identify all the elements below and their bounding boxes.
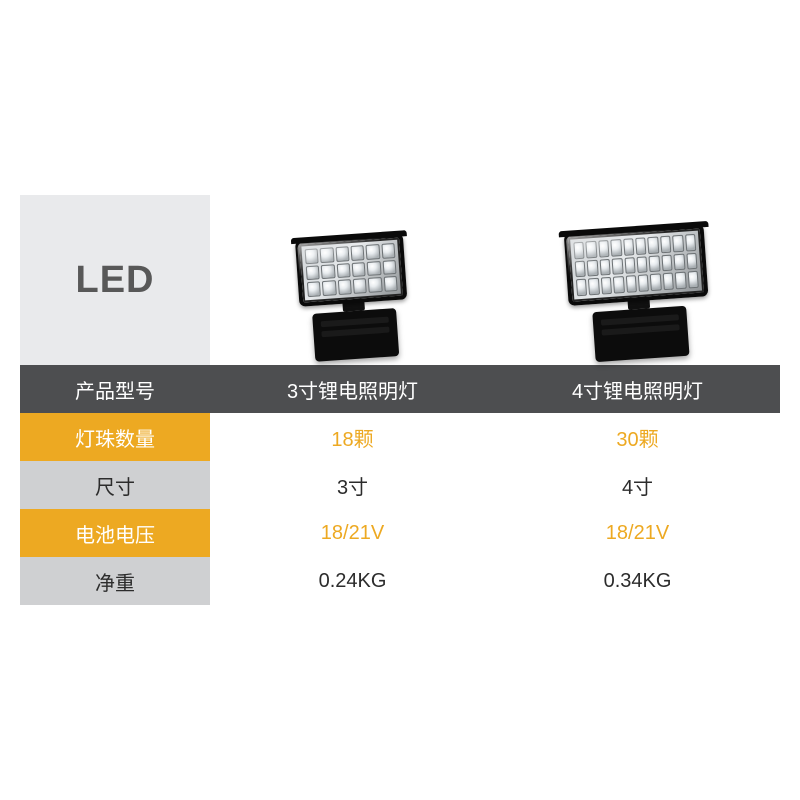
value-ledcount-4: 30颗 (495, 413, 780, 461)
value-ledcount-3: 18颗 (210, 413, 495, 461)
value-voltage-3: 18/21V (210, 509, 495, 557)
product-image-3inch (210, 195, 495, 365)
row-size: 尺寸 3寸 4寸 (20, 461, 780, 509)
label-voltage: 电池电压 (20, 509, 210, 557)
header-row: LED (20, 195, 780, 365)
label-size: 尺寸 (20, 461, 210, 509)
lamp-3-head (294, 233, 406, 306)
header-label-cell: LED (20, 195, 210, 365)
product-image-4inch (495, 195, 780, 365)
title-led: LED (76, 259, 155, 302)
row-model: 产品型号 3寸锂电照明灯 4寸锂电照明灯 (20, 365, 780, 413)
row-weight: 净重 0.24KG 0.34KG (20, 557, 780, 605)
label-ledcount: 灯珠数量 (20, 413, 210, 461)
value-size-4: 4寸 (495, 461, 780, 509)
value-weight-3: 0.24KG (210, 557, 495, 605)
value-weight-4: 0.34KG (495, 557, 780, 605)
lamp-4-illustration (558, 221, 717, 364)
value-voltage-4: 18/21V (495, 509, 780, 557)
row-ledcount: 灯珠数量 18颗 30颗 (20, 413, 780, 461)
lamp-4-head (563, 224, 708, 306)
value-size-3: 3寸 (210, 461, 495, 509)
spec-table: LED 产品型号 3寸锂电照明灯 4寸锂电照明灯 灯珠数量 18颗 30颗 (20, 195, 780, 605)
label-weight: 净重 (20, 557, 210, 605)
value-model-4: 4寸锂电照明灯 (495, 365, 780, 413)
row-voltage: 电池电压 18/21V 18/21V (20, 509, 780, 557)
value-model-3: 3寸锂电照明灯 (210, 365, 495, 413)
label-model: 产品型号 (20, 365, 210, 413)
lamp-3-illustration (290, 230, 414, 363)
